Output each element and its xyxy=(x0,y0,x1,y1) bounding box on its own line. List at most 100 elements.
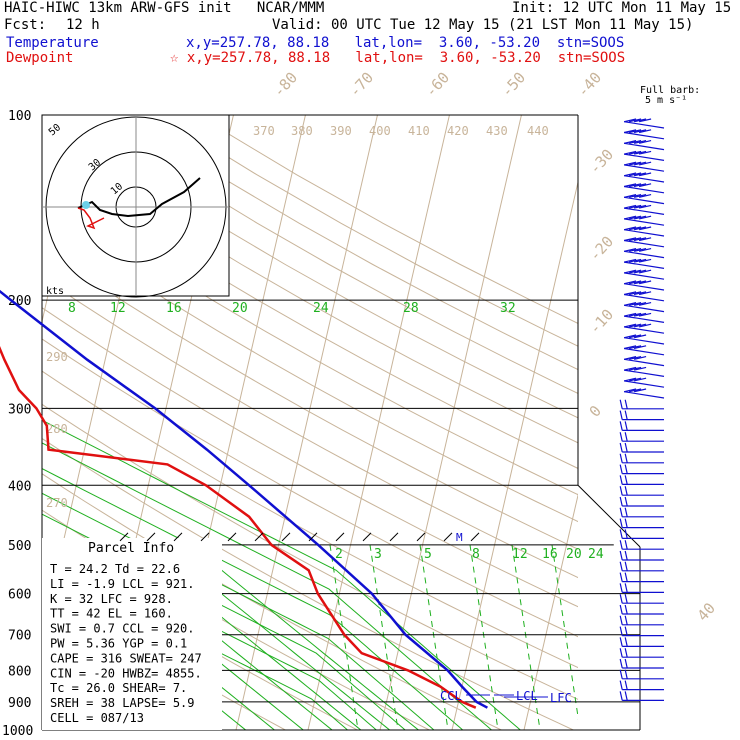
parcel-info-row: TT = 42 EL = 160. xyxy=(50,607,173,621)
wind-barb-feather xyxy=(619,604,623,615)
hatch-mark xyxy=(119,532,129,542)
wind-barb-feather xyxy=(624,658,628,669)
wind-barb-feather xyxy=(619,680,623,690)
wind-barb-feather xyxy=(624,648,628,658)
wind-barb-feather xyxy=(623,215,637,220)
isotherm-label: -30 xyxy=(586,145,618,177)
wind-barb-feather xyxy=(623,356,637,360)
theta-label: 430 xyxy=(486,124,508,138)
wind-barb-feather xyxy=(638,237,652,242)
dry-adiabat-line xyxy=(42,307,578,608)
wind-barb-feather xyxy=(633,280,647,285)
wind-barb-feather xyxy=(633,183,647,188)
moist-adiabat-label: 32 xyxy=(500,301,516,316)
wind-barb-feather xyxy=(623,323,637,328)
wind-barb-feather xyxy=(619,550,623,561)
moist-adiabat-line xyxy=(42,419,522,730)
wind-barb-feather xyxy=(619,594,623,604)
isotherm-label: 40 xyxy=(694,599,719,624)
ccl-label: CCL xyxy=(440,689,462,703)
parcel-info-row: Tc = 26.0 SHEAR= 7. xyxy=(50,681,187,695)
wind-barb-feather xyxy=(633,388,647,393)
wind-barb-feather xyxy=(619,561,623,571)
dry-adiabat-line xyxy=(42,437,575,730)
forecast-hour: 12 h xyxy=(66,17,100,33)
wind-barb-feather xyxy=(623,140,637,144)
wind-barb-feather xyxy=(633,226,647,231)
wind-barb-feather xyxy=(623,312,637,317)
wind-barb-feather xyxy=(638,302,652,306)
wind-barb-feather xyxy=(628,345,642,350)
wind-barb-feather xyxy=(628,366,642,371)
theta-label: 290 xyxy=(46,350,68,364)
lfc-label: LFC xyxy=(550,691,572,705)
wind-barb-feather xyxy=(623,150,637,155)
wind-barb-feather xyxy=(623,204,637,209)
dry-adiabat-line xyxy=(42,370,578,669)
wind-barb-feather xyxy=(623,280,637,285)
wind-barb-feather xyxy=(638,129,652,134)
wind-barb-feather xyxy=(633,356,647,360)
wind-barb-feather xyxy=(633,302,647,306)
wind-barb-feather xyxy=(633,172,647,177)
theta-label: 270 xyxy=(46,496,68,510)
dry-adiabat-line xyxy=(42,218,578,523)
wind-barb xyxy=(624,207,665,215)
wind-barb-feather xyxy=(624,453,628,463)
hatch-mark xyxy=(281,532,291,542)
hatch-mark xyxy=(443,532,453,542)
pressure-tick-label: 700 xyxy=(8,629,31,644)
wind-barb-feather xyxy=(619,626,623,636)
isotherm-label: -60 xyxy=(422,68,454,100)
mixing-ratio-line xyxy=(329,544,359,730)
wind-barb xyxy=(624,369,665,377)
dry-adiabat-line xyxy=(42,190,578,496)
isotherm-line xyxy=(593,115,737,740)
chart-title: HAIC-HIWC 13km ARW-GFS init NCAR/MMM xyxy=(4,0,325,16)
wind-barb-feather xyxy=(633,248,647,252)
wind-barb-feather xyxy=(628,183,642,188)
wind-barb-feather xyxy=(619,486,623,496)
wind-barb-feather xyxy=(628,323,642,328)
wind-barb-feather xyxy=(619,637,623,647)
dewpoint-location: ☆ x,y=257.78, 88.18 lat,lon= 3.60, -53.2… xyxy=(170,50,626,66)
wind-barb-feather xyxy=(623,226,637,231)
wind-barb-feather xyxy=(628,269,642,274)
wind-barb-feather xyxy=(638,226,652,231)
moist-adiabat-label: 12 xyxy=(110,301,126,316)
parcel-info-row: PW = 5.36 YGP = 0.1 xyxy=(50,637,187,651)
wind-barb-feather xyxy=(624,421,628,431)
hatch-mark xyxy=(416,532,426,542)
mixing-ratio-label: 2 xyxy=(335,547,343,562)
wind-barb-feather xyxy=(628,215,642,220)
wind-barb xyxy=(624,358,665,367)
mixing-ratio-line xyxy=(580,545,610,740)
wind-barb-feather xyxy=(624,410,628,420)
wind-barb-feather xyxy=(619,442,623,453)
wind-barb-feather xyxy=(619,572,623,582)
wind-barb xyxy=(624,142,665,151)
wind-barb xyxy=(624,196,665,205)
hatch-mark xyxy=(308,532,318,542)
wind-barb-feather xyxy=(623,377,637,382)
wind-barb-feather xyxy=(623,388,637,393)
theta-label: 370 xyxy=(253,124,275,138)
wind-barb-feather xyxy=(624,432,628,442)
wind-barb xyxy=(624,337,665,345)
wind-barb xyxy=(624,121,665,129)
wind-barb-feather xyxy=(633,129,647,134)
mixing-ratio-line xyxy=(469,544,499,730)
wind-barb-feather xyxy=(633,204,647,209)
wind-barb xyxy=(624,293,665,302)
theta-label: 390 xyxy=(330,124,352,138)
wind-barb-feather xyxy=(623,172,637,177)
wind-barb-feather xyxy=(633,161,647,166)
hatch-mark xyxy=(227,532,237,542)
wind-barb-feather xyxy=(624,691,628,701)
hodograph-storm-motion xyxy=(77,207,105,230)
wind-barb-feather xyxy=(619,464,623,474)
wind-barb-feather xyxy=(624,464,628,474)
dry-adiabat-line xyxy=(42,162,578,469)
isotherm-label: -50 xyxy=(498,68,530,100)
